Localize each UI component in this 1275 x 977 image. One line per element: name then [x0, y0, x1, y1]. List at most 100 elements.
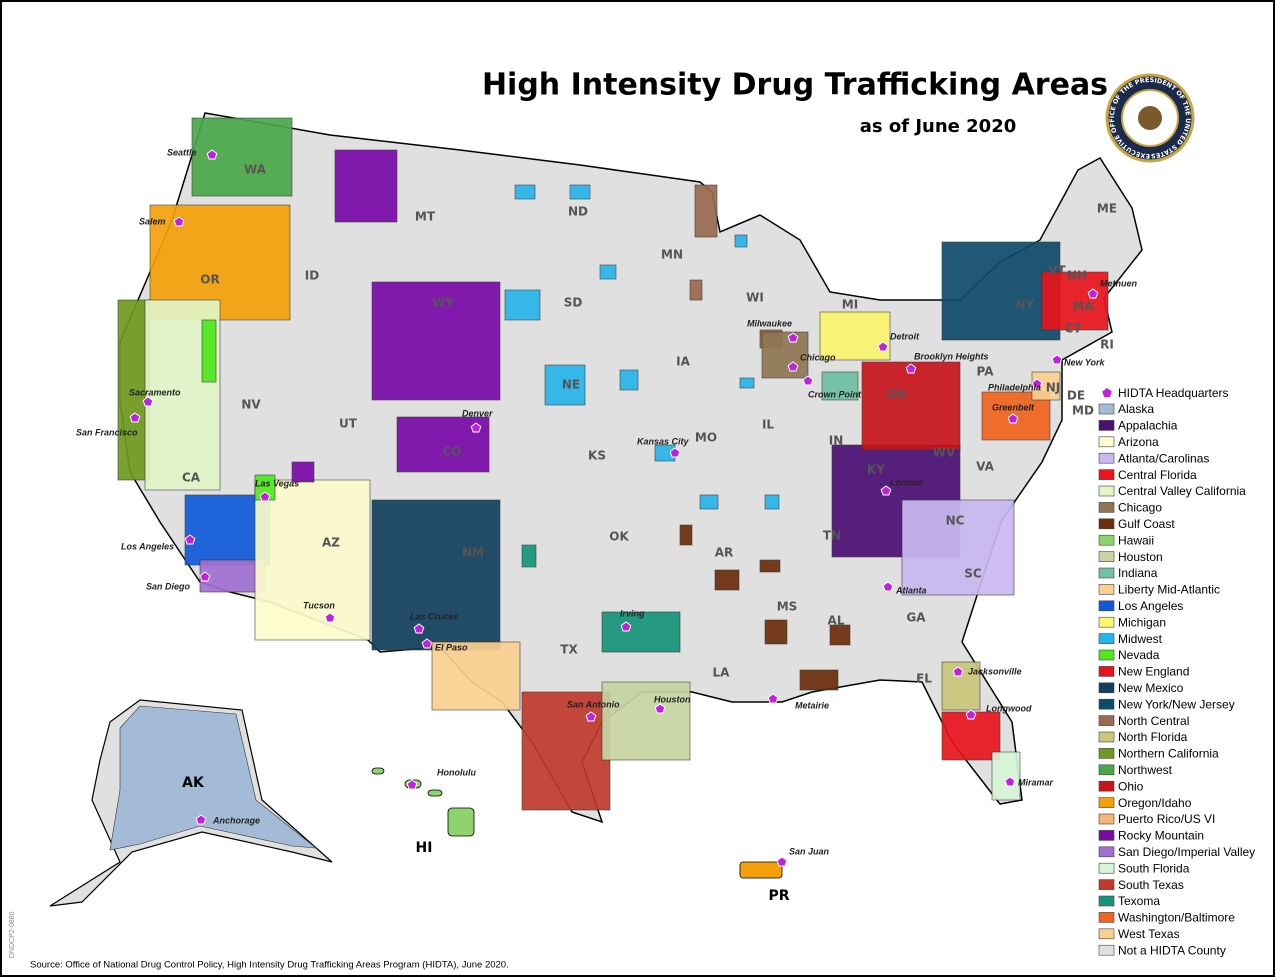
legend-swatch — [1098, 633, 1115, 644]
hq-marker — [1007, 413, 1019, 424]
region — [759, 559, 781, 573]
state-label: MA — [1072, 300, 1094, 314]
legend-label: San Diego/Imperial Valley — [1118, 845, 1255, 859]
state-label: DE — [1067, 389, 1085, 403]
city-label: Las Vegas — [255, 478, 299, 488]
state-label: CO — [442, 445, 461, 459]
region — [829, 624, 851, 646]
legend-swatch — [1098, 666, 1115, 677]
state-label: SD — [564, 296, 583, 310]
legend-swatch — [1098, 748, 1115, 759]
legend-swatch — [1098, 928, 1115, 940]
legend-swatch — [1098, 403, 1115, 415]
state-label: NC — [946, 514, 965, 528]
region — [799, 669, 839, 691]
city-label: San Antonio — [567, 699, 620, 709]
state-label: ND — [568, 205, 588, 219]
legend-label: Central Valley California — [1118, 484, 1246, 498]
legend-swatch — [1098, 780, 1115, 792]
state-label: AZ — [322, 536, 340, 550]
city-label: Los Angeles — [121, 541, 174, 551]
state-label: AR — [715, 546, 734, 560]
hq-marker — [880, 485, 892, 496]
city-label: Methuen — [1100, 278, 1138, 288]
hq-marker — [259, 491, 271, 502]
state-label: IL — [762, 418, 774, 432]
legend-label: Atlanta/Carolinas — [1118, 451, 1209, 465]
legend-label: South Texas — [1118, 878, 1184, 892]
legend-label: Indiana — [1118, 566, 1158, 580]
region-hawaii — [371, 767, 385, 775]
legend-swatch — [1098, 616, 1115, 628]
region — [819, 311, 891, 361]
legend-swatch — [1098, 584, 1115, 595]
hq-marker — [421, 638, 433, 649]
legend-label: Chicago — [1118, 501, 1162, 515]
legend-label: Oregon/Idaho — [1118, 796, 1192, 810]
state-label: LA — [713, 666, 731, 680]
legend-swatch — [1098, 895, 1115, 907]
legend-label: Houston — [1118, 550, 1163, 564]
city-label: Crown Point — [808, 389, 862, 399]
city-label: London — [890, 477, 923, 487]
seal-eagle — [1138, 106, 1162, 130]
hq-marker — [142, 396, 154, 407]
legend-label: New York/New Jersey — [1118, 697, 1235, 711]
regions — [109, 117, 1109, 879]
city-label: Miramar — [1018, 777, 1054, 787]
state-label: AL — [828, 614, 845, 628]
hq-marker — [767, 693, 779, 704]
region — [689, 279, 703, 301]
state-label: UT — [339, 417, 358, 431]
region — [514, 184, 536, 200]
hq-marker — [173, 216, 185, 227]
city-label: Jacksonville — [968, 666, 1022, 676]
legend-swatch — [1098, 698, 1115, 710]
legend-label: Not a HIDTA County — [1118, 943, 1226, 957]
region-alaska — [109, 705, 317, 851]
city-label: Sacramento — [129, 387, 181, 397]
legend-label: Northwest — [1118, 763, 1173, 777]
region — [544, 364, 586, 406]
region — [601, 681, 691, 761]
legend-label: New England — [1118, 665, 1189, 679]
region — [201, 319, 217, 383]
hq-marker — [905, 363, 917, 374]
city-label: Houston — [654, 694, 691, 704]
state-label: MD — [1072, 404, 1094, 418]
state-label: NM — [462, 546, 484, 560]
city-label: Las Cruces — [410, 611, 459, 621]
region-hawaii — [427, 789, 443, 797]
state-label: WV — [933, 446, 956, 460]
region — [254, 479, 371, 641]
state-label: CT — [1065, 322, 1083, 336]
region — [991, 751, 1021, 801]
legend-label: South Florida — [1118, 861, 1190, 875]
state-label: NV — [241, 398, 261, 412]
state-label: VA — [976, 460, 994, 474]
legend-swatch — [1098, 682, 1115, 694]
legend-label: Arizona — [1118, 435, 1159, 449]
city-label: Milwaukee — [747, 318, 792, 328]
city-label: El Paso — [435, 642, 468, 652]
city-label: Greenbelt — [992, 402, 1035, 412]
legend-label: Puerto Rico/US VI — [1118, 812, 1215, 826]
state-label: MN — [661, 248, 683, 262]
region — [521, 691, 611, 811]
hq-marker — [406, 779, 418, 790]
state-label: NH — [1067, 269, 1087, 283]
legend-label: Washington/Baltimore — [1118, 911, 1235, 925]
legend-swatch — [1098, 912, 1115, 923]
region-hawaii — [447, 807, 475, 837]
region — [1041, 271, 1109, 331]
region — [431, 641, 521, 711]
state-label: GA — [906, 611, 926, 625]
hq-marker — [1051, 354, 1063, 365]
city-label: Brooklyn Heights — [914, 351, 989, 361]
city-label: Kansas City — [637, 436, 690, 446]
region — [521, 544, 537, 568]
hq-marker — [654, 703, 666, 714]
city-label: New York — [1064, 357, 1106, 367]
hq-marker — [802, 375, 814, 386]
state-label: VT — [1048, 264, 1066, 278]
